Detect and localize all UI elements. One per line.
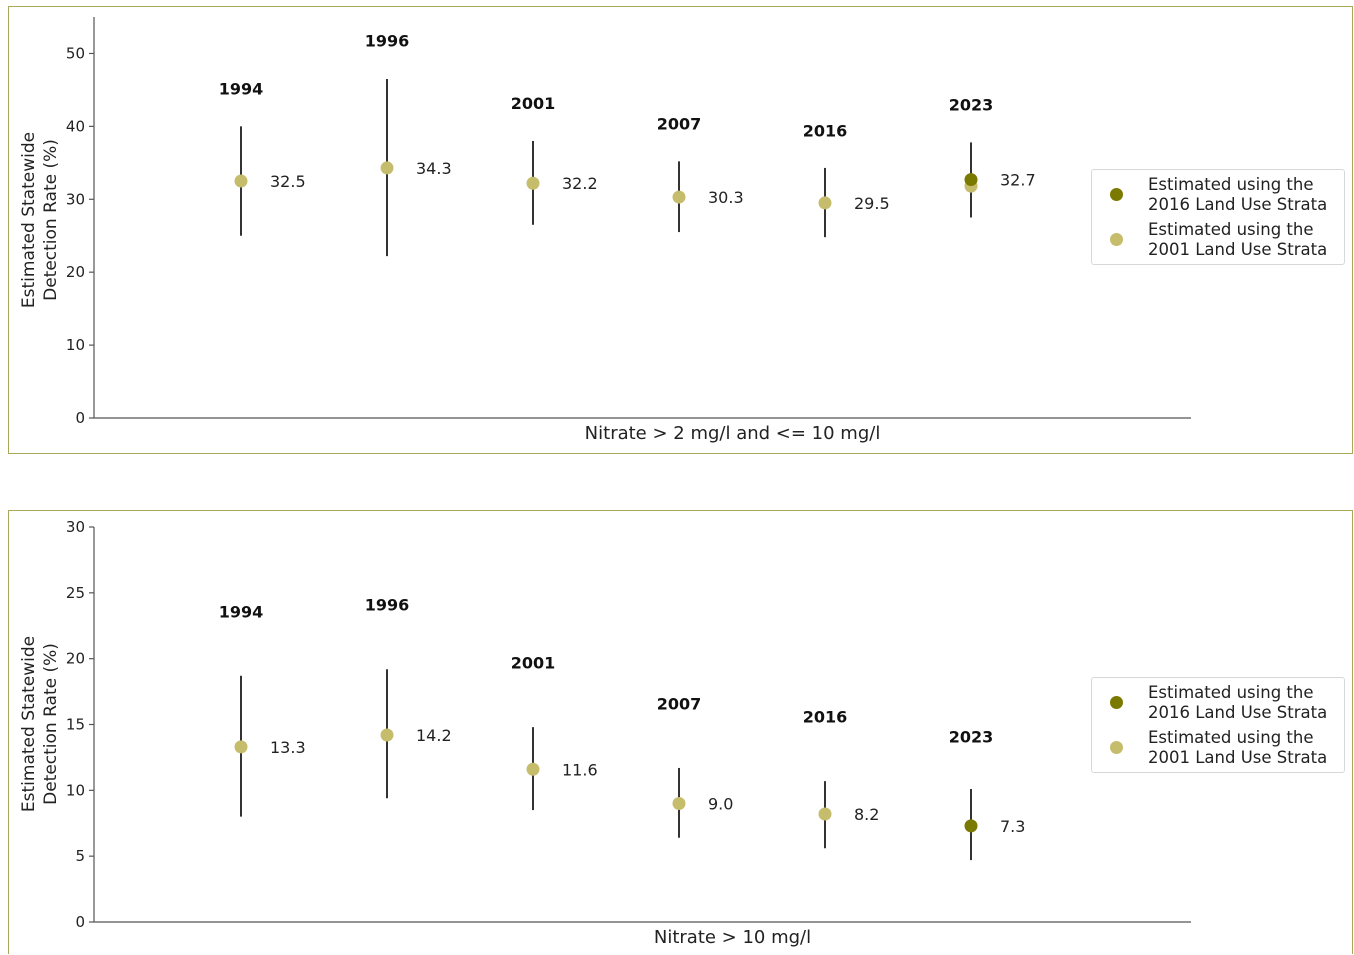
legend-marker-2016 bbox=[1110, 188, 1123, 201]
legend-label-2016: Estimated using the 2016 Land Use Strata bbox=[1148, 175, 1328, 214]
y-tick-label: 40 bbox=[66, 117, 85, 135]
point-2007 bbox=[672, 797, 686, 810]
point-2023 bbox=[964, 173, 978, 187]
y-tick-label: 15 bbox=[66, 716, 85, 734]
legend-marker-2001 bbox=[1110, 233, 1123, 246]
chart-panel-nitrate-2-10: 0 10 20 30 40 50 Estimated Statewide Detection … bbox=[8, 6, 1353, 454]
y-tick-label: 10 bbox=[66, 781, 85, 799]
legend-item-2001: Estimated using the 2001 Land Use Strata bbox=[1092, 726, 1346, 770]
year-label-2001: 2001 bbox=[511, 94, 556, 113]
value-label-2007: 9.0 bbox=[708, 795, 733, 814]
year-label-2007: 2007 bbox=[657, 114, 702, 133]
value-label-2016: 29.5 bbox=[854, 194, 890, 213]
y-tick-label: 30 bbox=[66, 190, 85, 208]
value-label-1996: 34.3 bbox=[416, 159, 452, 178]
year-label-2007: 2007 bbox=[657, 694, 702, 713]
point-1996 bbox=[380, 161, 394, 175]
point-1994 bbox=[234, 174, 248, 188]
chart-panel-nitrate-over-10: 0 5 10 15 20 25 30 Estimated Statewide Detection… bbox=[8, 510, 1353, 954]
point-2001 bbox=[526, 762, 540, 776]
value-label-2001: 11.6 bbox=[562, 760, 598, 779]
y-tick-label: 10 bbox=[66, 336, 85, 354]
y-tick-label: 25 bbox=[66, 584, 85, 602]
year-label-2001: 2001 bbox=[511, 654, 556, 673]
y-tick-label: 20 bbox=[66, 650, 85, 668]
year-label-1994: 1994 bbox=[219, 602, 264, 621]
point-2016 bbox=[818, 196, 832, 210]
value-label-2023: 7.3 bbox=[1000, 817, 1025, 836]
x-axis-title: Nitrate > 2 mg/l and <= 10 mg/l bbox=[585, 423, 881, 444]
chart-2-svg: 0 5 10 15 20 25 30 Estimated Statewide Detection… bbox=[19, 518, 1191, 948]
point-2023 bbox=[964, 819, 978, 833]
chart-1-svg: 0 10 20 30 40 50 Estimated Statewide Detection … bbox=[19, 17, 1191, 444]
year-label-2023: 2023 bbox=[949, 95, 994, 114]
legend-item-2016: Estimated using the 2016 Land Use Strata bbox=[1092, 681, 1346, 725]
point-1994 bbox=[234, 740, 248, 754]
legend-item-2016: Estimated using the 2016 Land Use Strata bbox=[1092, 173, 1346, 217]
y-axis-title-line1: Estimated Statewide bbox=[19, 132, 39, 308]
value-label-1994: 32.5 bbox=[270, 172, 306, 191]
year-label-1994: 1994 bbox=[219, 79, 264, 98]
value-label-2016: 8.2 bbox=[854, 805, 879, 824]
legend-label-2001: Estimated using the 2001 Land Use Strata bbox=[1148, 220, 1328, 259]
y-tick-label: 50 bbox=[66, 44, 85, 62]
legend-marker-2016 bbox=[1110, 696, 1123, 709]
y-axis-title-line1: Estimated Statewide bbox=[19, 636, 39, 812]
point-2001 bbox=[526, 176, 540, 190]
value-label-2001: 32.2 bbox=[562, 174, 598, 193]
x-axis-title: Nitrate > 10 mg/l bbox=[654, 927, 811, 948]
y-axis-title-line2: Detection Rate (%) bbox=[41, 139, 61, 301]
legend-item-2001: Estimated using the 2001 Land Use Strata bbox=[1092, 218, 1346, 262]
value-label-2007: 30.3 bbox=[708, 188, 744, 207]
value-label-1994: 13.3 bbox=[270, 738, 306, 757]
point-1996 bbox=[380, 728, 394, 742]
y-tick-label: 0 bbox=[75, 409, 85, 427]
year-label-2023: 2023 bbox=[949, 727, 994, 746]
y-tick-label: 0 bbox=[75, 913, 85, 931]
legend-chart-2: Estimated using the 2016 Land Use Strata… bbox=[1091, 677, 1345, 773]
legend-marker-2001 bbox=[1110, 741, 1123, 754]
y-tick-label: 20 bbox=[66, 263, 85, 281]
y-tick-label: 30 bbox=[66, 518, 85, 536]
legend-label-2016: Estimated using the 2016 Land Use Strata bbox=[1148, 683, 1328, 722]
year-label-2016: 2016 bbox=[803, 122, 848, 141]
value-label-1996: 14.2 bbox=[416, 726, 452, 745]
year-label-1996: 1996 bbox=[365, 31, 410, 50]
value-label-2023: 32.7 bbox=[1000, 171, 1036, 190]
year-label-2016: 2016 bbox=[803, 708, 848, 727]
point-2016 bbox=[818, 807, 832, 821]
point-2007 bbox=[672, 190, 686, 204]
year-label-1996: 1996 bbox=[365, 596, 410, 615]
legend-label-2001: Estimated using the 2001 Land Use Strata bbox=[1148, 728, 1328, 767]
y-axis-title-line2: Detection Rate (%) bbox=[41, 643, 61, 805]
y-tick-label: 5 bbox=[75, 847, 85, 865]
legend-chart-1: Estimated using the 2016 Land Use Strata… bbox=[1091, 169, 1345, 265]
